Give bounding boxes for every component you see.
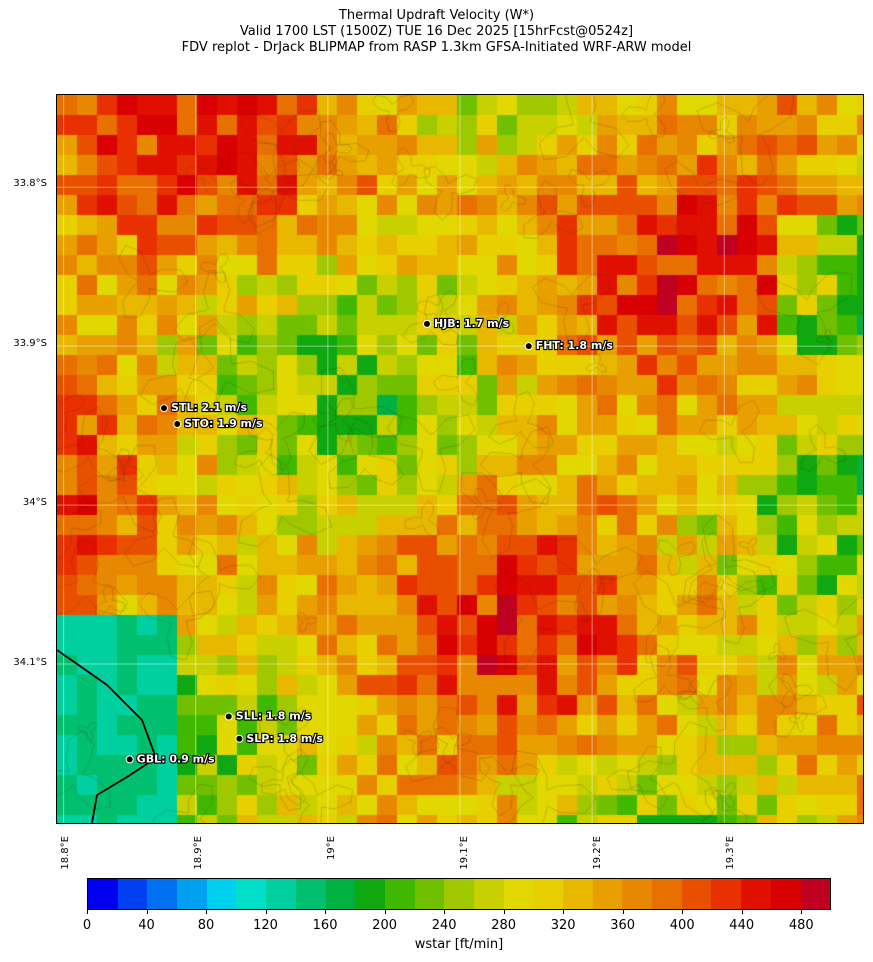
colorbar-segment [652, 879, 682, 909]
station-label: STL: 2.1 m/s [171, 401, 247, 414]
colorbar-segment [503, 879, 534, 909]
station-label: HJB: 1.7 m/s [434, 317, 510, 330]
colorbar-segment [473, 879, 504, 909]
colorbar-tick-label: 320 [550, 918, 576, 933]
lon-label-19-3: 19.3°E [725, 836, 736, 870]
colorbar-segment [147, 879, 178, 909]
colorbar-segment [592, 879, 623, 909]
station-label: SLP: 1.8 m/s [246, 732, 323, 745]
station-marker [235, 734, 244, 743]
colorbar-tick-label: 0 [82, 918, 92, 933]
colorbar-tick-mark [682, 910, 684, 914]
station-label: SLL: 1.8 m/s [236, 710, 312, 723]
colorbar-segment [800, 879, 831, 909]
colorbar-segment [533, 879, 563, 909]
chart-title-line1: Thermal Updraft Velocity (W*) [338, 8, 535, 23]
colorbar-segment [88, 879, 118, 909]
colorbar-tick-label: 440 [729, 918, 755, 933]
colorbar-tick-label: 400 [669, 918, 695, 933]
colorbar-label: wstar [ft/min] [414, 937, 504, 952]
lon-label-19-2: 19.2°E [592, 836, 603, 870]
colorbar-segment [711, 879, 742, 909]
colorbar-tick-mark [384, 910, 386, 914]
station-marker [125, 755, 134, 764]
colorbar-tick-mark [87, 910, 88, 914]
lat-label-33-8: 33.8°S [13, 178, 47, 189]
colorbar-tick-mark [206, 910, 208, 914]
colorbar-tick-mark [563, 910, 565, 914]
lat-label-34-1: 34.1°S [13, 657, 47, 668]
colorbar-segment [384, 879, 415, 909]
colorbar-segment [236, 879, 267, 909]
colorbar-tick-mark [444, 910, 446, 914]
station-marker [160, 404, 169, 413]
chart-title-line3: FDV replot - DrJack BLIPMAP from RASP 1.… [181, 40, 692, 55]
colorbar-tick-label: 480 [788, 918, 814, 933]
station-label: GBL: 0.9 m/s [137, 752, 215, 765]
wstar-field-canvas [57, 95, 863, 823]
station-marker [173, 420, 182, 429]
colorbar-tick-label: 40 [138, 918, 155, 933]
colorbar-segment [355, 879, 385, 909]
colorbar-tick-mark [741, 910, 743, 914]
colorbar-segment [295, 879, 326, 909]
colorbar-tick-label: 80 [197, 918, 215, 933]
lon-label-18-9: 18.9°E [193, 836, 204, 870]
colorbar-segment [325, 879, 356, 909]
colorbar-tick-mark [265, 910, 267, 914]
station-label: FHT: 1.8 m/s [536, 339, 614, 352]
colorbar-tick-label: 360 [610, 918, 636, 933]
colorbar-tick-label: 120 [253, 918, 278, 933]
lon-label-19-1: 19.1°E [459, 836, 470, 870]
thermal-map[interactable]: HJB: 1.7 m/s FHT: 1.8 m/s STL: 2.1 m/s STO:… [56, 94, 864, 824]
colorbar-tick-label: 280 [491, 918, 517, 933]
colorbar-segment [117, 879, 148, 909]
colorbar-segment [622, 879, 653, 909]
coastline [57, 649, 158, 823]
colorbar-tick-mark [622, 910, 624, 914]
station-marker [422, 319, 431, 328]
colorbar-segment [681, 879, 712, 909]
map-overlay: HJB: 1.7 m/s FHT: 1.8 m/s STL: 2.1 m/s STO:… [57, 95, 863, 823]
colorbar-segment [206, 879, 237, 909]
colorbar-segment [563, 879, 593, 909]
colorbar-segment [741, 879, 771, 909]
colorbar [87, 878, 831, 910]
station-marker [224, 712, 233, 721]
colorbar-tick-label: 240 [431, 918, 457, 933]
colorbar-segment [177, 879, 207, 909]
colorbar-segment [414, 879, 445, 909]
lat-label-34: 34°S [22, 497, 47, 508]
chart-title-line2: Valid 1700 LST (1500Z) TUE 16 Dec 2025 [… [239, 24, 634, 39]
colorbar-tick-mark [801, 910, 803, 914]
lon-label-18-8: 18.8°E [60, 836, 71, 870]
colorbar-segment [444, 879, 474, 909]
lon-label-19: 19°E [326, 836, 337, 861]
colorbar-tick-label: 200 [372, 918, 398, 933]
colorbar-segment [770, 879, 801, 909]
colorbar-tick-mark [146, 910, 148, 914]
colorbar-segment [266, 879, 296, 909]
station-marker [524, 342, 533, 351]
colorbar-tick-mark [325, 910, 327, 914]
colorbar-tick-mark [503, 910, 505, 914]
colorbar-tick-label: 160 [312, 918, 338, 933]
lat-label-33-9: 33.9°S [13, 338, 47, 349]
station-label: STO: 1.9 m/s [184, 417, 263, 430]
